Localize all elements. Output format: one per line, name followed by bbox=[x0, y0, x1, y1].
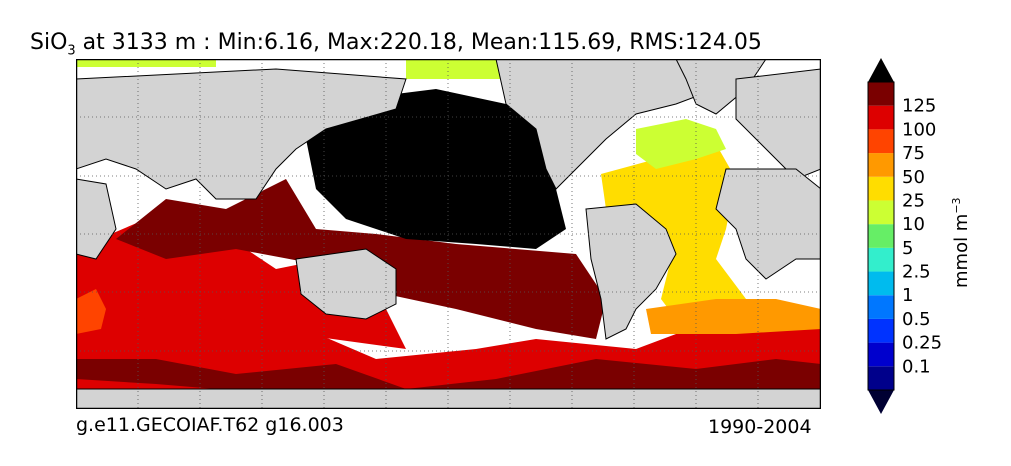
colorbar-segment bbox=[868, 318, 894, 343]
colorbar-outline bbox=[867, 81, 895, 391]
colorbar-segment bbox=[868, 295, 894, 319]
colorbar-tick-label: 0.5 bbox=[902, 309, 931, 330]
colorbar-tick-label: 50 bbox=[902, 167, 925, 188]
colorbar-segment bbox=[868, 366, 894, 390]
colorbar-unit: mmol m−3 bbox=[950, 197, 972, 288]
colorbar-tick-label: 1 bbox=[902, 285, 913, 306]
colorbar-segment bbox=[868, 247, 894, 272]
ocean-map bbox=[76, 59, 821, 409]
period-label: 1990-2004 bbox=[708, 416, 812, 438]
colorbar-segment bbox=[868, 82, 894, 106]
colorbar-segment bbox=[868, 129, 894, 154]
colorbar-segment bbox=[868, 224, 894, 248]
map-title: SiO3 at 3133 m : Min:6.16, Max:220.18, M… bbox=[30, 30, 762, 59]
colorbar-segment bbox=[868, 342, 894, 367]
ocean-field-arctic-2 bbox=[406, 59, 516, 79]
colorbar-segment bbox=[868, 105, 894, 130]
land-south-america bbox=[585, 203, 677, 340]
colorbar-tick-label: 125 bbox=[902, 96, 936, 117]
colorbar-segment bbox=[868, 153, 894, 177]
colorbar-segment bbox=[868, 271, 894, 296]
colorbar-tick-label: 5 bbox=[902, 238, 913, 259]
colorbar-tick-label: 75 bbox=[902, 143, 925, 164]
colorbar-tick-label: 0.25 bbox=[902, 333, 942, 354]
ocean-field-atlantic bbox=[601, 144, 746, 319]
run-label: g.e11.GECOIAF.T62 g16.003 bbox=[76, 414, 344, 436]
gridlines bbox=[76, 59, 821, 409]
colorbar-over-triangle bbox=[868, 58, 894, 82]
colorbar-tick-label: 2.5 bbox=[902, 262, 931, 283]
ocean-field-north-pacific bbox=[306, 89, 566, 249]
ocean-field-south-atlantic bbox=[646, 299, 821, 334]
colorbar-tick-label: 100 bbox=[902, 119, 936, 140]
colorbar-segment bbox=[868, 200, 894, 225]
land-africa-west bbox=[76, 178, 117, 260]
ocean-field-sw-patch bbox=[76, 289, 106, 334]
land-australia bbox=[295, 248, 397, 320]
ocean-field-north-atlantic bbox=[636, 119, 726, 169]
colorbar-tick-label: 10 bbox=[902, 214, 925, 235]
colorbar-segments bbox=[867, 58, 895, 414]
land-africa bbox=[715, 168, 821, 280]
colorbar-tick-label: 0.1 bbox=[902, 356, 931, 377]
land-greenland bbox=[675, 59, 767, 115]
land-antarctica bbox=[76, 388, 821, 409]
ocean-field-arctic bbox=[76, 59, 216, 67]
colorbar-tick-label: 25 bbox=[902, 190, 925, 211]
land bbox=[76, 59, 821, 409]
colorbar-under-triangle bbox=[868, 390, 894, 414]
land-eurasia bbox=[76, 68, 407, 200]
map-frame bbox=[76, 59, 821, 409]
colorbar-segment bbox=[868, 176, 894, 201]
